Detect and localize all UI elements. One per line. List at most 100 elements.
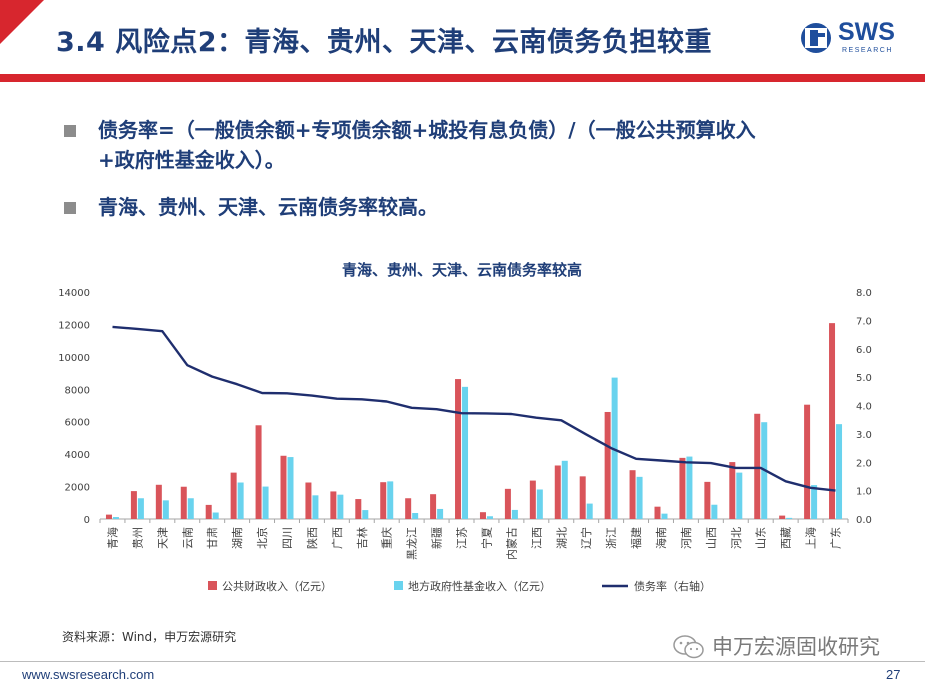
footer-divider xyxy=(0,661,925,662)
bar-public-revenue xyxy=(779,515,786,519)
bar-public-revenue xyxy=(679,457,686,519)
bar-fund-revenue xyxy=(362,510,369,519)
y-left-tick-label: 14000 xyxy=(58,288,90,299)
bar-public-revenue xyxy=(554,465,561,519)
bar-fund-revenue xyxy=(137,498,144,519)
bar-fund-revenue xyxy=(686,456,693,519)
page-number: 27 xyxy=(886,667,901,682)
x-category-label: 海南 xyxy=(654,527,668,549)
bar-fund-revenue xyxy=(262,486,269,519)
x-category-label: 河南 xyxy=(680,527,693,549)
logo-name: SWS xyxy=(838,18,895,46)
x-category-label: 福建 xyxy=(629,527,643,549)
legend-swatch xyxy=(394,581,403,590)
x-category-label: 四川 xyxy=(281,527,294,549)
bullet-1-line-1: 债务率=（一般债余额+专项债余额+城投有息负债）/（一般公共预算收入 xyxy=(98,118,756,142)
bar-fund-revenue xyxy=(462,386,469,519)
bar-public-revenue xyxy=(280,455,287,519)
y-right-tick-label: 2.0 xyxy=(856,458,872,469)
bar-public-revenue xyxy=(455,379,462,519)
bar-fund-revenue xyxy=(437,508,444,519)
bar-fund-revenue xyxy=(312,495,319,519)
line-debt-ratio xyxy=(112,325,836,492)
x-category-label: 云南 xyxy=(181,527,194,549)
legend-label: 地方政府性基金收入（亿元） xyxy=(408,579,551,593)
bar-fund-revenue xyxy=(561,460,568,519)
bullet-square-icon xyxy=(64,125,76,137)
x-category-label: 河北 xyxy=(730,527,743,549)
bar-fund-revenue xyxy=(237,482,244,519)
x-category-label: 江西 xyxy=(530,527,543,549)
legend-swatch xyxy=(208,581,217,590)
legend-label: 公共财政收入（亿元） xyxy=(222,579,332,593)
bar-fund-revenue xyxy=(636,476,643,519)
bar-fund-revenue xyxy=(412,513,419,519)
bar-fund-revenue xyxy=(711,504,718,519)
x-category-label: 湖南 xyxy=(231,527,244,549)
bar-public-revenue xyxy=(654,506,661,519)
x-category-label: 湖北 xyxy=(555,527,568,549)
bar-fund-revenue xyxy=(586,503,593,519)
y-left-tick-label: 4000 xyxy=(65,450,90,461)
x-category-label: 吉林 xyxy=(355,527,369,549)
bar-fund-revenue xyxy=(187,498,194,519)
logo-subtitle: RESEARCH xyxy=(842,47,893,54)
bar-fund-revenue xyxy=(536,489,543,519)
bar-fund-revenue xyxy=(212,512,219,519)
bar-public-revenue xyxy=(754,413,761,519)
x-category-label: 贵州 xyxy=(131,527,144,549)
bar-public-revenue xyxy=(230,472,237,519)
bar-fund-revenue xyxy=(486,516,493,519)
watermark-text: 申万宏源固收研究 xyxy=(712,635,880,659)
bullet-2-line-1: 青海、贵州、天津、云南债务率较高。 xyxy=(98,195,438,219)
legend-label: 债务率（右轴） xyxy=(634,579,711,593)
x-category-label: 内蒙古 xyxy=(504,527,518,560)
x-category-label: 重庆 xyxy=(380,527,394,549)
x-category-label: 浙江 xyxy=(605,527,618,549)
x-category-label: 广东 xyxy=(830,527,843,549)
bar-fund-revenue xyxy=(836,424,843,519)
y-right-tick-label: 7.0 xyxy=(856,316,872,327)
x-category-label: 青海 xyxy=(105,527,119,549)
bar-fund-revenue xyxy=(786,517,793,519)
y-left-tick-label: 0 xyxy=(84,515,90,526)
wechat-icon xyxy=(673,635,704,659)
y-left-tick-label: 10000 xyxy=(58,353,90,364)
debt-ratio-chart: 青海、贵州、天津、云南债务率较高 0 2000 4000 6000 8000 10000 12… xyxy=(58,261,872,593)
bar-fund-revenue xyxy=(162,500,169,519)
chart-title: 青海、贵州、天津、云南债务率较高 xyxy=(342,261,582,279)
bar-public-revenue xyxy=(804,404,811,519)
bar-public-revenue xyxy=(330,491,337,519)
bar-fund-revenue xyxy=(611,377,618,519)
bar-fund-revenue xyxy=(661,513,668,519)
bar-public-revenue xyxy=(479,512,486,519)
x-category-label: 广西 xyxy=(331,527,344,549)
footer-url: www.swsresearch.com xyxy=(22,667,155,682)
bar-fund-revenue xyxy=(511,509,518,519)
bar-fund-revenue xyxy=(337,494,344,519)
slide-title: 3.4 风险点2：青海、贵州、天津、云南债务负担较重 xyxy=(56,27,713,58)
bar-fund-revenue xyxy=(112,517,119,519)
x-category-label: 山西 xyxy=(705,527,718,549)
bar-public-revenue xyxy=(180,486,187,519)
bar-public-revenue xyxy=(155,484,162,519)
bar-public-revenue xyxy=(105,514,112,519)
x-category-label: 黑龙江 xyxy=(406,527,419,560)
bar-public-revenue xyxy=(255,425,262,519)
bar-public-revenue xyxy=(380,482,387,519)
bar-fund-revenue xyxy=(287,457,294,519)
bar-fund-revenue xyxy=(811,485,818,519)
x-category-label: 江苏 xyxy=(456,527,469,549)
y-right-tick-label: 8.0 xyxy=(856,288,872,299)
y-right-tick-label: 0.0 xyxy=(856,515,872,526)
x-category-label: 北京 xyxy=(255,527,269,549)
bar-public-revenue xyxy=(504,488,511,519)
bullet-1-line-2: +政府性基金收入）。 xyxy=(98,148,285,172)
title-divider xyxy=(0,74,925,82)
x-category-label: 天津 xyxy=(156,527,169,549)
source-note: 资料来源：Wind，申万宏源研究 xyxy=(62,630,237,644)
bar-public-revenue xyxy=(729,462,736,519)
x-category-label: 陕西 xyxy=(305,527,319,549)
bar-public-revenue xyxy=(629,470,636,519)
x-category-label: 宁夏 xyxy=(479,527,493,549)
